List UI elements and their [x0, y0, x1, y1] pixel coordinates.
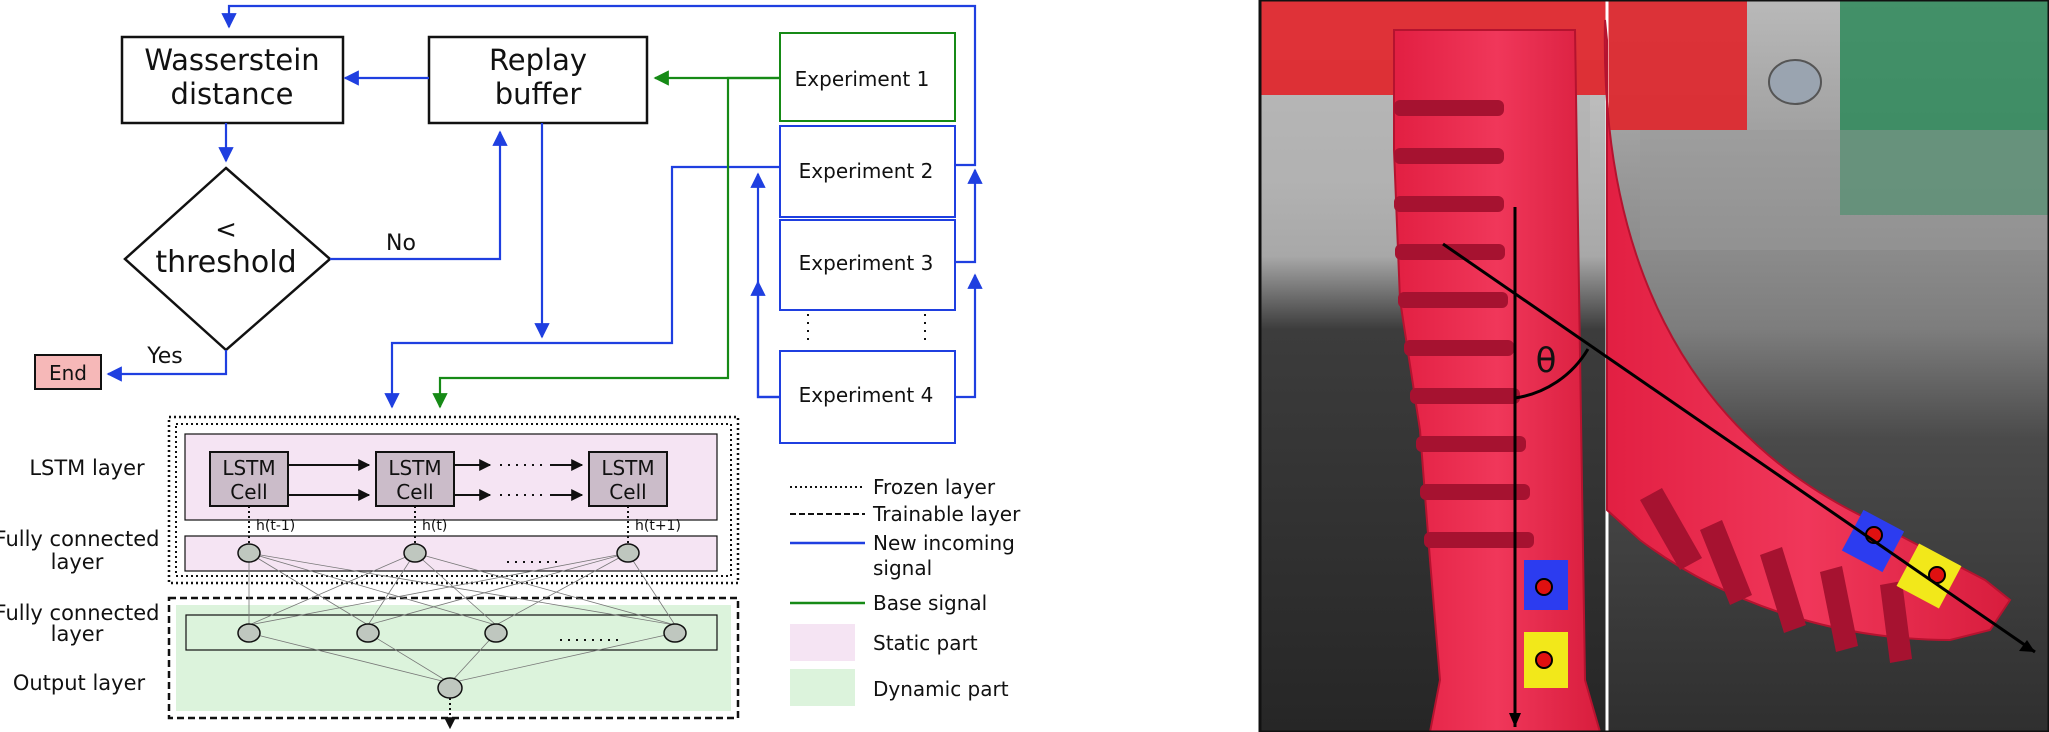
fc2-neuron-2: [356, 623, 380, 643]
fc2-label-line2: layer: [51, 622, 104, 646]
replay-label-line1: Replay: [489, 43, 587, 77]
threshold-decision: < threshold: [123, 166, 332, 352]
angle-theta-label: θ: [1536, 341, 1557, 381]
threshold-label: threshold: [155, 245, 296, 280]
left-yellow-dot: [1535, 651, 1553, 669]
legend-static-label: Static part: [873, 631, 978, 655]
angle-arc: [1514, 348, 1590, 400]
lstm-cell-3-label2: Cell: [609, 480, 646, 504]
dense-connections: [248, 552, 676, 684]
wasserstein-label-line1: Wasserstein: [144, 43, 319, 77]
lstm-cell-3: LSTM Cell: [588, 451, 668, 507]
fc2-layer-panel: [185, 614, 718, 651]
lstm-cell-1-label2: Cell: [230, 480, 267, 504]
experiment-4-label: Experiment 4: [799, 383, 934, 407]
base-signal-connectors: [432, 70, 780, 409]
legend-base-signal-label: Base signal: [873, 591, 987, 615]
fc1-neuron-3: [616, 543, 640, 563]
output-neuron: [437, 677, 463, 699]
legend-dynamic-label: Dynamic part: [873, 677, 1009, 701]
fc2-label-line1: Fully connected: [0, 601, 159, 625]
yes-label: Yes: [146, 344, 183, 369]
replay-label-line2: buffer: [495, 77, 582, 111]
experiment-4-box: Experiment 4: [779, 350, 956, 444]
wasserstein-label-line2: distance: [171, 77, 294, 111]
layer-dots: [444, 561, 620, 730]
lstm-layer-label: LSTM layer: [29, 456, 145, 480]
left-finger-ridges: [1394, 100, 1534, 548]
replay-buffer-box: Replay buffer: [427, 35, 649, 125]
lstm-cell-2-label2: Cell: [396, 480, 433, 504]
trainable-block: [167, 596, 740, 720]
experiment-dots: [807, 314, 926, 345]
fc1-label-line1: Fully connected: [0, 527, 159, 551]
lstm-cell-1: LSTM Cell: [209, 451, 289, 507]
lstm-cell-1-label1: LSTM: [222, 456, 275, 480]
wasserstein-distance-box: Wasserstein distance: [120, 35, 345, 125]
lstm-cell-2-label1: LSTM: [388, 456, 441, 480]
left-blue-dot: [1535, 578, 1553, 596]
legend-new-signal-label1: New incoming: [873, 531, 1015, 555]
hidden-label-2: h(t): [422, 518, 447, 534]
green-board: [1840, 0, 2049, 215]
lstm-cell-2: LSTM Cell: [375, 451, 455, 507]
right-finger-ridges: [1640, 488, 1912, 663]
end-box: End: [34, 354, 102, 390]
right-red-mount: [1607, 0, 1747, 130]
new-signal-connectors: [106, 4, 983, 409]
experiment-1-box: Experiment 1: [779, 32, 956, 122]
gripper-photo: θ: [1258, 0, 2049, 732]
hidden-label-3: h(t+1): [635, 518, 681, 534]
legend-static-swatch: [790, 624, 855, 661]
fc2-neuron-3: [484, 623, 508, 643]
legend-trainable-label: Trainable layer: [872, 502, 1021, 526]
legend: Frozen layer Trainable layer New incomin…: [790, 475, 1021, 706]
experiment-2-label: Experiment 2: [799, 159, 934, 183]
end-label: End: [49, 361, 87, 385]
legend-frozen-label: Frozen layer: [873, 475, 996, 499]
no-label: No: [386, 231, 416, 256]
photo-frame: [1258, 0, 2049, 732]
hidden-label-1: h(t-1): [256, 518, 295, 534]
experiment-1-label: Experiment 1: [795, 67, 930, 91]
experiment-3-box: Experiment 3: [779, 219, 956, 311]
fc2-neuron-4: [663, 623, 687, 643]
legend-dynamic-swatch: [790, 669, 855, 706]
lstm-connections: [248, 459, 629, 545]
lstm-cell-3-label1: LSTM: [601, 456, 654, 480]
experiment-2-box: Experiment 2: [779, 125, 956, 218]
screw: [1768, 59, 1822, 105]
legend-new-signal-label2: signal: [873, 556, 932, 580]
output-layer-label: Output layer: [13, 671, 146, 695]
fc2-neuron-1: [237, 623, 261, 643]
threshold-symbol: <: [215, 215, 237, 245]
fc1-neuron-2: [403, 543, 427, 563]
fc1-label-line2: layer: [51, 550, 104, 574]
experiment-3-label: Experiment 3: [799, 251, 934, 275]
bending-reference-line: [1442, 242, 2036, 654]
fc1-neuron-1: [237, 543, 261, 563]
